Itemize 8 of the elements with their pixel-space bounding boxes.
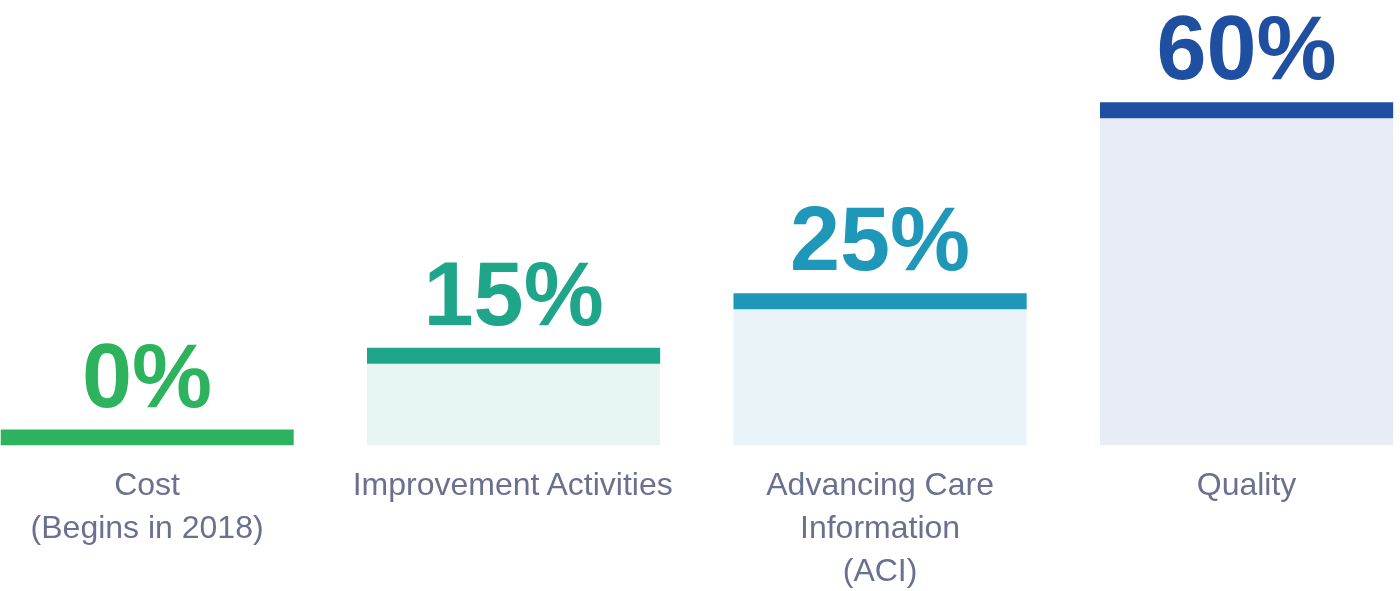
x-tick-label: Cost (Begins in 2018) <box>30 465 264 545</box>
data-label: 0% <box>82 325 213 426</box>
data-label: 15% <box>423 243 604 344</box>
x-tick-label: Advancing Care Information (ACI) <box>766 465 994 588</box>
data-label: 60% <box>1156 0 1337 99</box>
x-tick-label: Improvement Activities <box>352 465 673 502</box>
x-tick-label: Quality <box>1196 465 1297 502</box>
data-label: 25% <box>790 189 971 290</box>
